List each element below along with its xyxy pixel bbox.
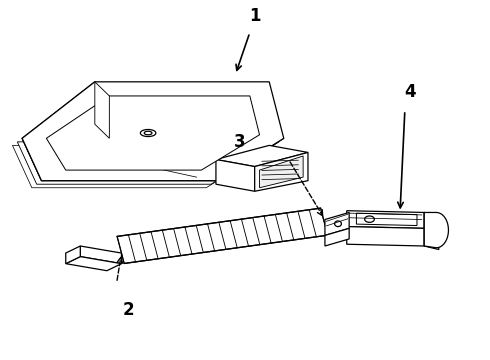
Polygon shape	[22, 82, 284, 181]
Polygon shape	[66, 257, 122, 271]
Polygon shape	[17, 142, 279, 184]
Polygon shape	[325, 212, 349, 235]
Text: 4: 4	[404, 83, 416, 101]
Text: 3: 3	[234, 133, 246, 151]
Polygon shape	[95, 82, 109, 138]
Polygon shape	[22, 82, 95, 181]
Polygon shape	[47, 96, 260, 170]
Text: 2: 2	[123, 301, 135, 319]
Polygon shape	[216, 159, 255, 191]
Polygon shape	[356, 213, 417, 225]
Polygon shape	[325, 228, 349, 246]
Text: 1: 1	[249, 7, 261, 25]
Polygon shape	[12, 145, 274, 188]
Polygon shape	[117, 208, 328, 264]
Polygon shape	[424, 212, 448, 248]
Polygon shape	[347, 226, 424, 246]
Polygon shape	[22, 138, 284, 181]
Polygon shape	[424, 212, 439, 249]
Polygon shape	[255, 152, 308, 191]
Polygon shape	[66, 246, 80, 264]
Polygon shape	[80, 246, 122, 264]
Polygon shape	[260, 156, 303, 188]
Polygon shape	[216, 145, 308, 167]
Polygon shape	[347, 211, 424, 228]
